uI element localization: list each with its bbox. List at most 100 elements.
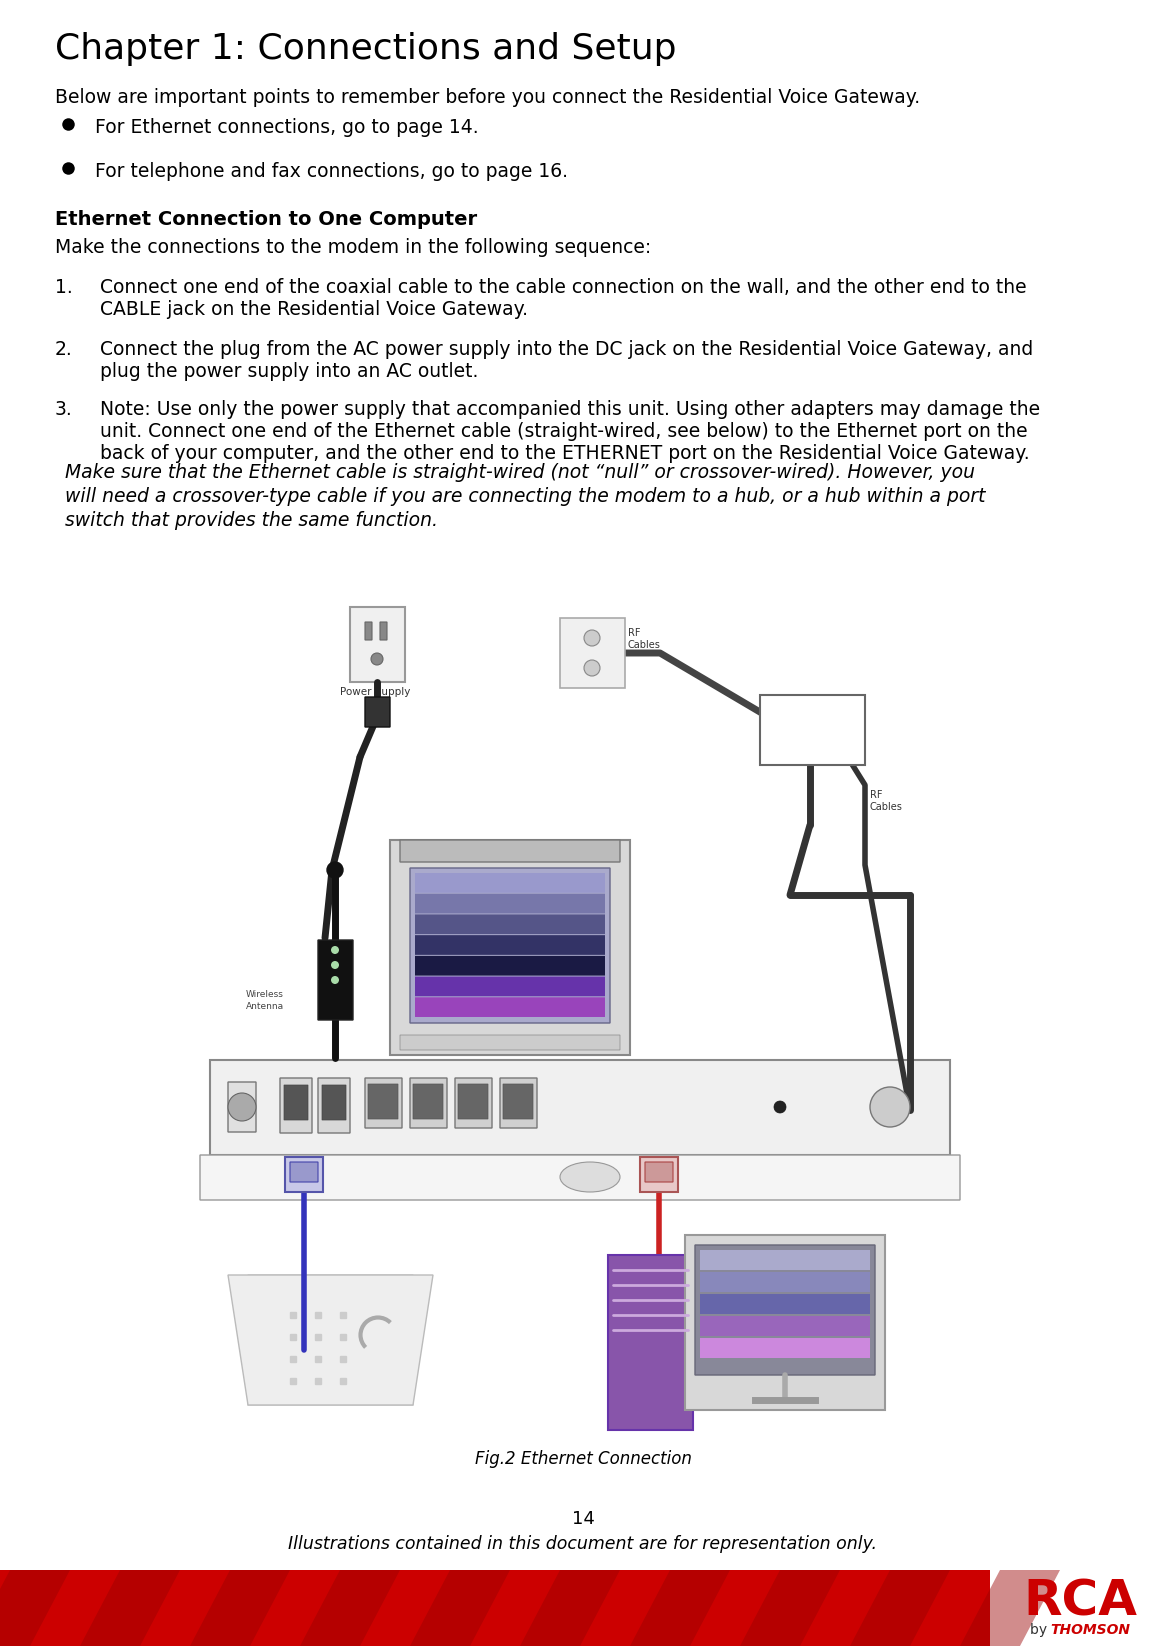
Text: ETHERNET: ETHERNET [408, 1146, 449, 1154]
Circle shape [584, 660, 600, 677]
Polygon shape [0, 1570, 70, 1646]
FancyBboxPatch shape [458, 1085, 489, 1119]
FancyBboxPatch shape [415, 915, 605, 935]
FancyBboxPatch shape [280, 1078, 312, 1132]
Text: Note: Use only the power supply that accompanied this unit. Using other adapters: Note: Use only the power supply that acc… [100, 400, 1040, 420]
FancyBboxPatch shape [365, 622, 372, 640]
Polygon shape [190, 1570, 290, 1646]
Circle shape [371, 653, 382, 665]
Polygon shape [850, 1570, 950, 1646]
FancyBboxPatch shape [415, 894, 605, 914]
Text: plug the power supply into an AC outlet.: plug the power supply into an AC outlet. [100, 362, 478, 380]
Circle shape [584, 630, 600, 645]
FancyBboxPatch shape [290, 1162, 318, 1182]
Polygon shape [410, 1570, 510, 1646]
Text: CABLE: CABLE [874, 1146, 900, 1154]
Text: REBOOT: REBOOT [763, 1146, 791, 1151]
Text: THOMSON: THOMSON [1051, 1623, 1130, 1638]
Polygon shape [740, 1570, 840, 1646]
Text: Splitter: Splitter [770, 739, 814, 752]
Text: 1        2        3        4: 1 2 3 4 [410, 1137, 473, 1142]
Text: For Ethernet connections, go to page 14.: For Ethernet connections, go to page 14. [94, 119, 478, 137]
Circle shape [326, 863, 343, 877]
FancyBboxPatch shape [415, 976, 605, 996]
Circle shape [774, 1101, 786, 1113]
FancyBboxPatch shape [503, 1085, 533, 1119]
Text: 3.: 3. [55, 400, 72, 420]
Text: RF: RF [628, 629, 640, 639]
FancyBboxPatch shape [285, 1157, 323, 1192]
Text: back of your computer, and the other end to the ETHERNET port on the Residential: back of your computer, and the other end… [100, 444, 1030, 463]
Bar [990, 1570, 1166, 1646]
FancyBboxPatch shape [400, 1035, 620, 1050]
Text: Make sure that the Ethernet cable is straight-wired (not “null” or crossover-wir: Make sure that the Ethernet cable is str… [65, 463, 975, 482]
FancyBboxPatch shape [500, 1078, 538, 1128]
FancyBboxPatch shape [560, 617, 625, 688]
Polygon shape [229, 1276, 433, 1406]
Polygon shape [960, 1570, 1060, 1646]
FancyBboxPatch shape [285, 1085, 308, 1119]
Text: Antenna: Antenna [246, 1002, 285, 1011]
Text: 14: 14 [571, 1509, 595, 1527]
Ellipse shape [560, 1162, 620, 1192]
Polygon shape [300, 1570, 400, 1646]
Text: Power Supply: Power Supply [340, 686, 410, 696]
Text: Cable: Cable [770, 723, 803, 736]
FancyBboxPatch shape [700, 1272, 870, 1292]
FancyBboxPatch shape [415, 956, 605, 976]
Text: Fig.2 Ethernet Connection: Fig.2 Ethernet Connection [475, 1450, 691, 1468]
Text: For telephone and fax connections, go to page 16.: For telephone and fax connections, go to… [94, 161, 568, 181]
FancyBboxPatch shape [322, 1085, 346, 1119]
Text: Connect the plug from the AC power supply into the DC jack on the Residential Vo: Connect the plug from the AC power suppl… [100, 341, 1033, 359]
FancyBboxPatch shape [700, 1294, 870, 1314]
FancyBboxPatch shape [248, 1276, 413, 1406]
Text: TEL1/2: TEL1/2 [275, 1146, 301, 1154]
FancyBboxPatch shape [318, 1078, 350, 1132]
Text: Make the connections to the modem in the following sequence:: Make the connections to the modem in the… [55, 239, 652, 257]
Text: TEL2: TEL2 [315, 1146, 333, 1154]
Text: Cables: Cables [628, 640, 661, 650]
FancyBboxPatch shape [380, 622, 387, 640]
FancyBboxPatch shape [607, 1254, 693, 1430]
FancyBboxPatch shape [415, 997, 605, 1017]
Text: unit. Connect one end of the Ethernet cable (straight-wired, see below) to the E: unit. Connect one end of the Ethernet ca… [100, 421, 1027, 441]
Text: will need a crossover-type cable if you are connecting the modem to a hub, or a : will need a crossover-type cable if you … [65, 487, 985, 507]
FancyBboxPatch shape [695, 1244, 874, 1374]
Text: by: by [1030, 1623, 1052, 1638]
FancyBboxPatch shape [229, 1081, 257, 1132]
Text: EMTA: EMTA [767, 1137, 786, 1142]
FancyBboxPatch shape [389, 839, 630, 1055]
Text: 2.: 2. [55, 341, 72, 359]
FancyBboxPatch shape [415, 935, 605, 955]
Text: Ethernet Connection to One Computer: Ethernet Connection to One Computer [55, 211, 477, 229]
Circle shape [229, 1093, 257, 1121]
FancyBboxPatch shape [415, 872, 605, 892]
FancyBboxPatch shape [410, 867, 610, 1024]
Text: CABLE jack on the Residential Voice Gateway.: CABLE jack on the Residential Voice Gate… [100, 300, 528, 319]
Polygon shape [80, 1570, 180, 1646]
Bar [0, 1570, 990, 1646]
FancyBboxPatch shape [700, 1249, 870, 1271]
Circle shape [870, 1086, 909, 1128]
Polygon shape [630, 1570, 730, 1646]
FancyBboxPatch shape [365, 696, 389, 728]
FancyBboxPatch shape [368, 1085, 398, 1119]
FancyBboxPatch shape [684, 1234, 885, 1411]
Text: Chapter 1: Connections and Setup: Chapter 1: Connections and Setup [55, 31, 676, 66]
FancyBboxPatch shape [400, 839, 620, 863]
Polygon shape [520, 1570, 620, 1646]
Circle shape [331, 976, 339, 984]
Text: RF: RF [870, 790, 883, 800]
Text: Below are important points to remember before you connect the Residential Voice : Below are important points to remember b… [55, 87, 920, 107]
FancyBboxPatch shape [201, 1155, 960, 1200]
FancyBboxPatch shape [365, 1078, 402, 1128]
FancyBboxPatch shape [700, 1338, 870, 1358]
FancyBboxPatch shape [318, 940, 353, 1021]
FancyBboxPatch shape [350, 607, 405, 681]
FancyBboxPatch shape [413, 1085, 443, 1119]
Text: 1.: 1. [55, 278, 72, 296]
Text: 15VDC: 15VDC [229, 1146, 254, 1154]
Text: Connect one end of the coaxial cable to the cable connection on the wall, and th: Connect one end of the coaxial cable to … [100, 278, 1026, 296]
FancyBboxPatch shape [645, 1162, 673, 1182]
Text: Cables: Cables [870, 802, 902, 811]
